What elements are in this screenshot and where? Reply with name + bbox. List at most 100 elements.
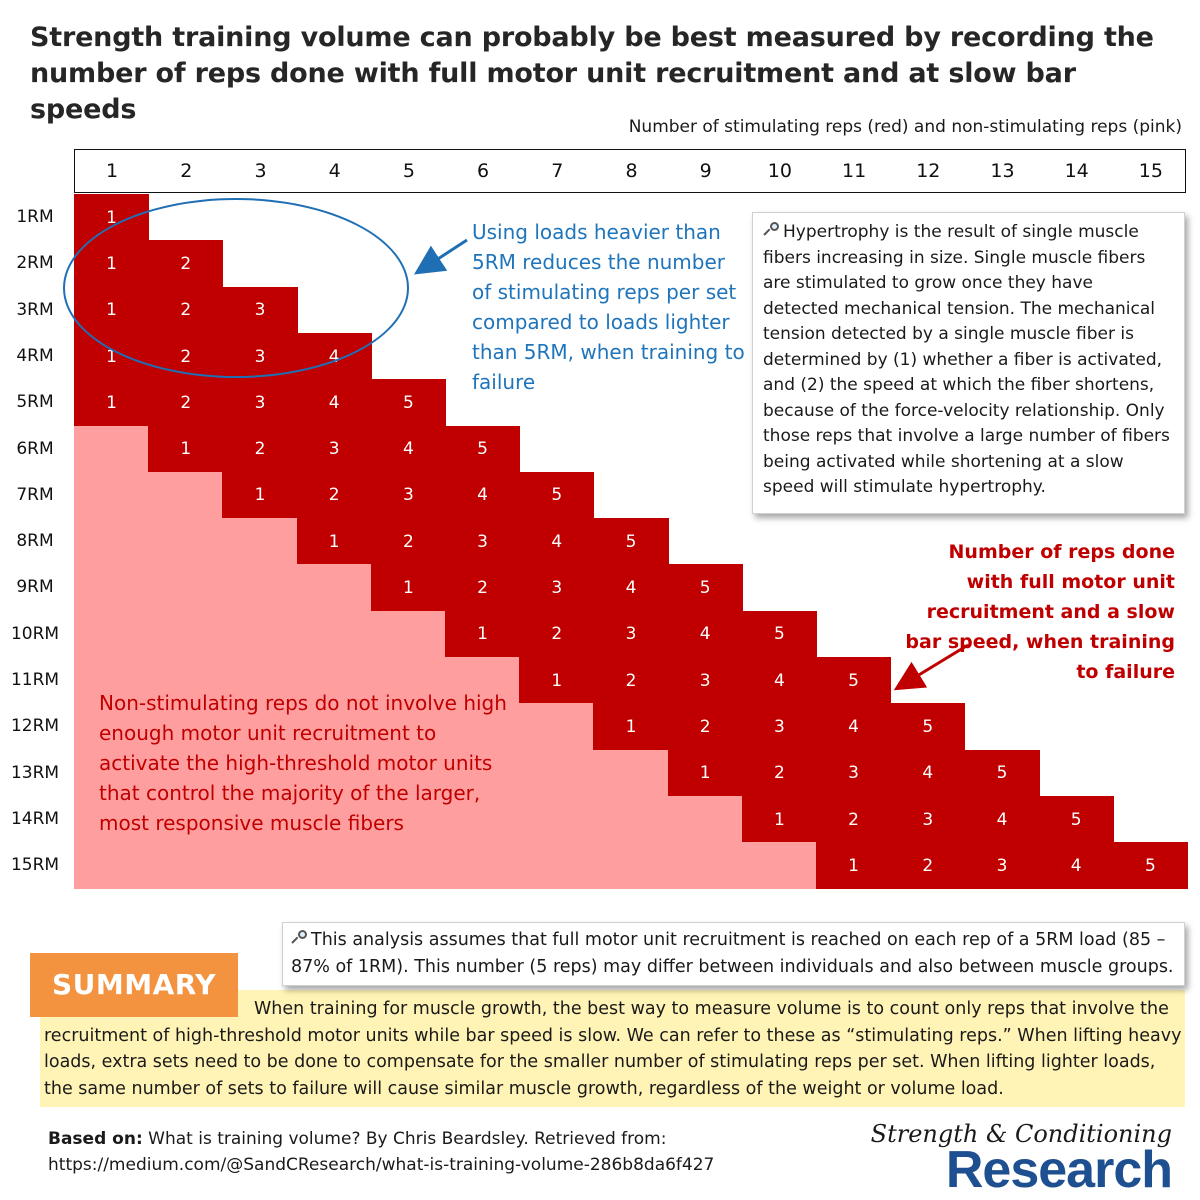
stimulating-rep-number: 4 <box>996 809 1008 830</box>
stimulating-rep-cell: 2 <box>148 379 224 427</box>
stimulating-rep-number: 2 <box>180 392 192 413</box>
column-label-13: 13 <box>990 160 1015 182</box>
stimulating-rep-number: 5 <box>773 624 785 645</box>
stimulating-rep-number: 2 <box>402 531 414 552</box>
stimulating-rep-number: 4 <box>402 439 414 460</box>
stimulating-rep-number: 4 <box>922 763 934 784</box>
column-label-7: 7 <box>551 160 564 182</box>
column-label-15: 15 <box>1138 160 1163 182</box>
stimulating-rep-number: 1 <box>551 670 563 691</box>
magnifier-icon <box>763 222 779 238</box>
column-label-14: 14 <box>1064 160 1089 182</box>
column-label-5: 5 <box>402 160 415 182</box>
stimulating-rep-cell: 4 <box>890 749 966 797</box>
stimulating-rep-number: 1 <box>180 439 192 460</box>
logo-script: Strength & Conditioning <box>870 1120 1172 1148</box>
hypertrophy-box: Hypertrophy is the result of single musc… <box>752 212 1185 514</box>
assumption-box: This analysis assumes that full motor un… <box>282 922 1185 986</box>
stimulating-rep-cell: 3 <box>741 703 817 751</box>
non-stimulating-block <box>74 749 669 797</box>
hypertrophy-text: Hypertrophy is the result of single musc… <box>763 222 1170 497</box>
source-url[interactable]: https://medium.com/@SandCResearch/what-i… <box>48 1155 715 1175</box>
stimulating-rep-number: 2 <box>328 485 340 506</box>
heavy-loads-circle <box>63 198 409 378</box>
stimulating-rep-number: 1 <box>773 809 785 830</box>
stimulating-rep-number: 1 <box>328 531 340 552</box>
stimulating-rep-cell: 2 <box>741 749 817 797</box>
row-label: 10RM <box>10 623 60 644</box>
stimulating-rep-cell: 1 <box>148 425 224 473</box>
non-stimulating-block <box>74 842 817 890</box>
source-text: What is training volume? By Chris Beards… <box>148 1129 667 1149</box>
stimulating-rep-cell: 5 <box>890 703 966 751</box>
stimulating-rep-number: 1 <box>402 578 414 599</box>
row-label: 2RM <box>16 253 54 274</box>
non-stimulating-block <box>74 610 446 658</box>
stimulating-rep-number: 4 <box>328 392 340 413</box>
stimulating-rep-cell: 5 <box>816 657 892 705</box>
row-label: 7RM <box>16 484 54 505</box>
stimulating-rep-cell: 5 <box>1112 842 1188 890</box>
blue-arrow <box>413 238 468 275</box>
stimulating-rep-cell: 4 <box>816 703 892 751</box>
stimulating-rep-number: 4 <box>625 578 637 599</box>
stimulating-rep-number: 3 <box>402 485 414 506</box>
stimulating-rep-number: 3 <box>625 624 637 645</box>
row-label: 12RM <box>10 716 60 737</box>
stimulating-rep-number: 4 <box>477 485 488 506</box>
stimulating-note: Number of reps done with full motor unit… <box>905 541 1175 683</box>
stimulating-rep-number: 1 <box>106 207 117 228</box>
stimulating-rep-number: 5 <box>477 439 488 460</box>
row-label: 8RM <box>16 531 54 552</box>
stimulating-rep-number: 2 <box>625 670 637 691</box>
non-stimulating-block <box>74 425 150 473</box>
column-label-4: 4 <box>328 160 341 182</box>
stimulating-rep-cell: 4 <box>964 795 1040 844</box>
stimulating-rep-cell: 3 <box>445 518 521 566</box>
assumption-text: This analysis assumes that full motor un… <box>291 930 1174 977</box>
stimulating-rep-cell: 4 <box>370 425 446 473</box>
stimulating-rep-cell: 2 <box>667 703 743 751</box>
summary-text: When training for muscle growth, the bes… <box>44 999 1182 1099</box>
column-label-9: 9 <box>699 160 712 182</box>
stimulating-rep-number: 4 <box>699 624 711 645</box>
stimulating-rep-cell: 5 <box>445 425 521 473</box>
non-stimulating-block <box>74 703 595 751</box>
stimulating-rep-cell: 5 <box>964 749 1040 797</box>
column-label-2: 2 <box>180 160 193 182</box>
stimulating-rep-number: 1 <box>848 855 859 876</box>
stimulating-rep-number: 1 <box>106 346 117 367</box>
column-label-1: 1 <box>106 160 119 182</box>
stimulating-rep-cell: 5 <box>667 564 743 612</box>
non-stimulating-block <box>74 657 521 705</box>
stimulating-rep-cell: 1 <box>667 749 743 797</box>
stimulating-rep-number: 5 <box>625 531 637 552</box>
stimulating-rep-cell: 2 <box>370 518 446 566</box>
heavy-loads-note: Using loads heavier than 5RM reduces the… <box>472 220 745 394</box>
stimulating-rep-cell: 2 <box>296 471 372 520</box>
stimulating-rep-cell: 4 <box>741 657 817 705</box>
column-label-11: 11 <box>842 160 867 182</box>
logo-word: Research <box>945 1141 1173 1199</box>
stimulating-rep-cell: 2 <box>816 795 892 844</box>
stimulating-rep-cell: 3 <box>370 471 446 520</box>
stimulating-rep-cell: 3 <box>816 749 892 797</box>
row-label: 3RM <box>16 299 54 320</box>
stimulating-rep-number: 1 <box>254 485 266 506</box>
stimulating-rep-number: 5 <box>402 392 414 413</box>
stimulating-rep-number: 3 <box>848 763 859 784</box>
stimulating-rep-number: 3 <box>996 855 1008 876</box>
stimulating-rep-number: 5 <box>551 485 563 506</box>
row-label: 14RM <box>10 808 60 829</box>
stimulating-rep-cell: 4 <box>593 564 669 612</box>
stimulating-rep-cell: 1 <box>370 564 446 612</box>
page-title: Strength training volume can probably be… <box>30 22 1154 125</box>
stimulating-rep-cell: 1 <box>296 518 372 566</box>
row-label: 1RM <box>16 207 54 227</box>
stimulating-rep-cell: 4 <box>445 471 521 520</box>
column-label-3: 3 <box>254 160 267 182</box>
stimulating-rep-cell: 3 <box>519 564 595 612</box>
stimulating-rep-number: 2 <box>477 578 488 599</box>
stimulating-rep-cell: 1 <box>445 610 521 658</box>
stimulating-rep-number: 5 <box>1144 855 1156 876</box>
